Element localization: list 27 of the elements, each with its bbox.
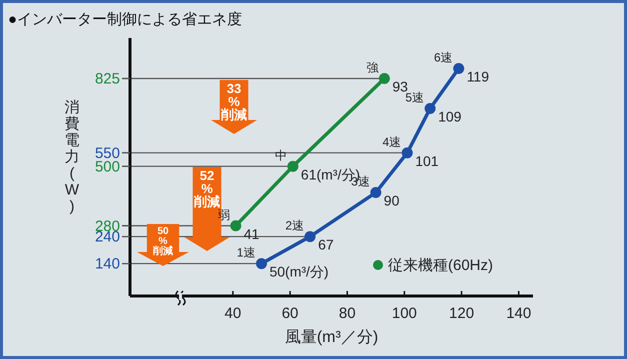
x-tick-label: 80: [338, 305, 356, 322]
annotation: 101: [415, 152, 439, 169]
annotation: 5速: [405, 90, 424, 105]
y-tick-label: 825: [94, 70, 120, 88]
annotation: 119: [466, 68, 490, 85]
x-axis-title: 風量(m³／分): [284, 329, 378, 346]
chart-title: ●インバーター制御による省エネ度: [8, 11, 242, 28]
annotation: 4速: [382, 134, 402, 149]
annotation: 52%削減: [193, 168, 220, 209]
annotation: 2速: [285, 218, 304, 233]
annotation: 109: [438, 108, 462, 125]
x-tick-label: 60: [282, 305, 298, 322]
annotation: 67: [318, 236, 334, 253]
annotation: 6速: [434, 50, 453, 65]
annotation: 90: [384, 192, 400, 209]
y-axis-title: 消費電力(W): [64, 99, 80, 215]
x-tick-label: 140: [506, 305, 532, 322]
annotation: 33%削減: [220, 81, 247, 122]
annotation: 1速: [236, 246, 256, 260]
annotation: 強: [366, 60, 378, 75]
x-tick-label: 120: [449, 305, 474, 322]
annotation: 50%削減: [152, 226, 173, 257]
legend-label: 従来機種(60Hz): [388, 257, 494, 274]
x-tick-label: 100: [392, 305, 417, 322]
x-tick-label: 40: [224, 305, 242, 322]
annotation: 50(m³/分): [269, 264, 329, 280]
y-tick-label: 140: [94, 256, 120, 273]
